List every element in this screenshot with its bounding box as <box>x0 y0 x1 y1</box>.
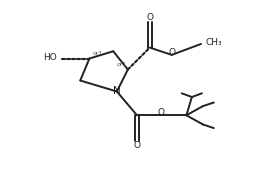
Text: N: N <box>113 87 121 96</box>
Text: O: O <box>157 108 164 117</box>
Text: O: O <box>168 48 175 57</box>
Text: O: O <box>134 141 140 150</box>
Text: CH₃: CH₃ <box>206 38 222 47</box>
Text: or1: or1 <box>93 51 103 56</box>
Text: or1: or1 <box>117 61 127 67</box>
Text: O: O <box>146 13 153 22</box>
Text: HO: HO <box>43 53 57 62</box>
